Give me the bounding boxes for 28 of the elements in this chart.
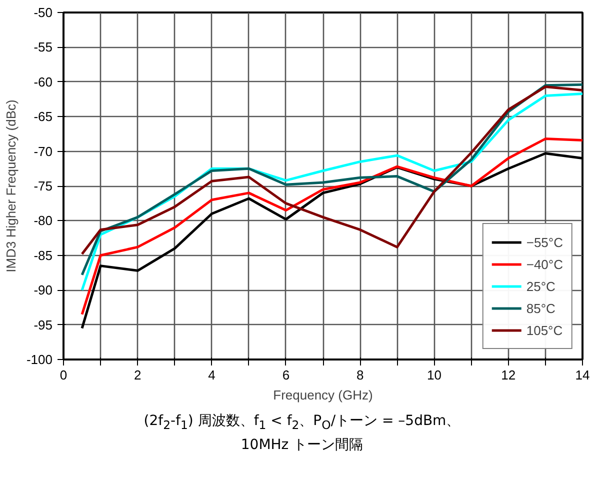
y-tick-label: -95 — [34, 317, 53, 332]
y-tick-label: -65 — [34, 109, 53, 124]
legend-label: 105°C — [526, 322, 563, 338]
x-tick-label: 8 — [356, 368, 364, 382]
x-tick-label: 10 — [426, 368, 442, 382]
y-tick-label: -85 — [34, 248, 53, 263]
text: 10MHz トーン間隔 — [240, 437, 364, 454]
legend-label: 25°C — [526, 278, 556, 294]
text: (2f$_{2}$-f$_{1}$) 周波数、f$_{1}$ < f$_{2}$、P$_{O}$/トーン = –5dBm、 — [144, 413, 460, 432]
y-tick-label: -80 — [34, 213, 53, 228]
legend-label: −55°C — [526, 234, 563, 250]
x-tick-label: 2 — [134, 368, 142, 382]
y-tick-label: -55 — [34, 40, 53, 55]
y-tick-label: -60 — [34, 74, 53, 90]
y-tick-label: -50 — [34, 5, 53, 20]
x-tick-label: 4 — [208, 368, 216, 382]
y-tick-label: -75 — [34, 178, 53, 194]
y-tick-label: -100 — [26, 352, 53, 367]
x-tick-label: 0 — [60, 368, 68, 382]
y-tick-label: -90 — [34, 282, 53, 298]
x-tick-label: 6 — [282, 368, 290, 382]
legend-label: 85°C — [526, 300, 556, 316]
x-axis-title: Frequency (GHz) — [273, 388, 373, 402]
x-tick-label: 12 — [501, 368, 516, 382]
y-tick-label: -70 — [34, 144, 53, 159]
legend-label: −40°C — [526, 256, 563, 272]
y-axis-title: IMD3 Higher Frequency (dBc) — [3, 100, 18, 272]
x-tick-label: 14 — [575, 368, 590, 382]
